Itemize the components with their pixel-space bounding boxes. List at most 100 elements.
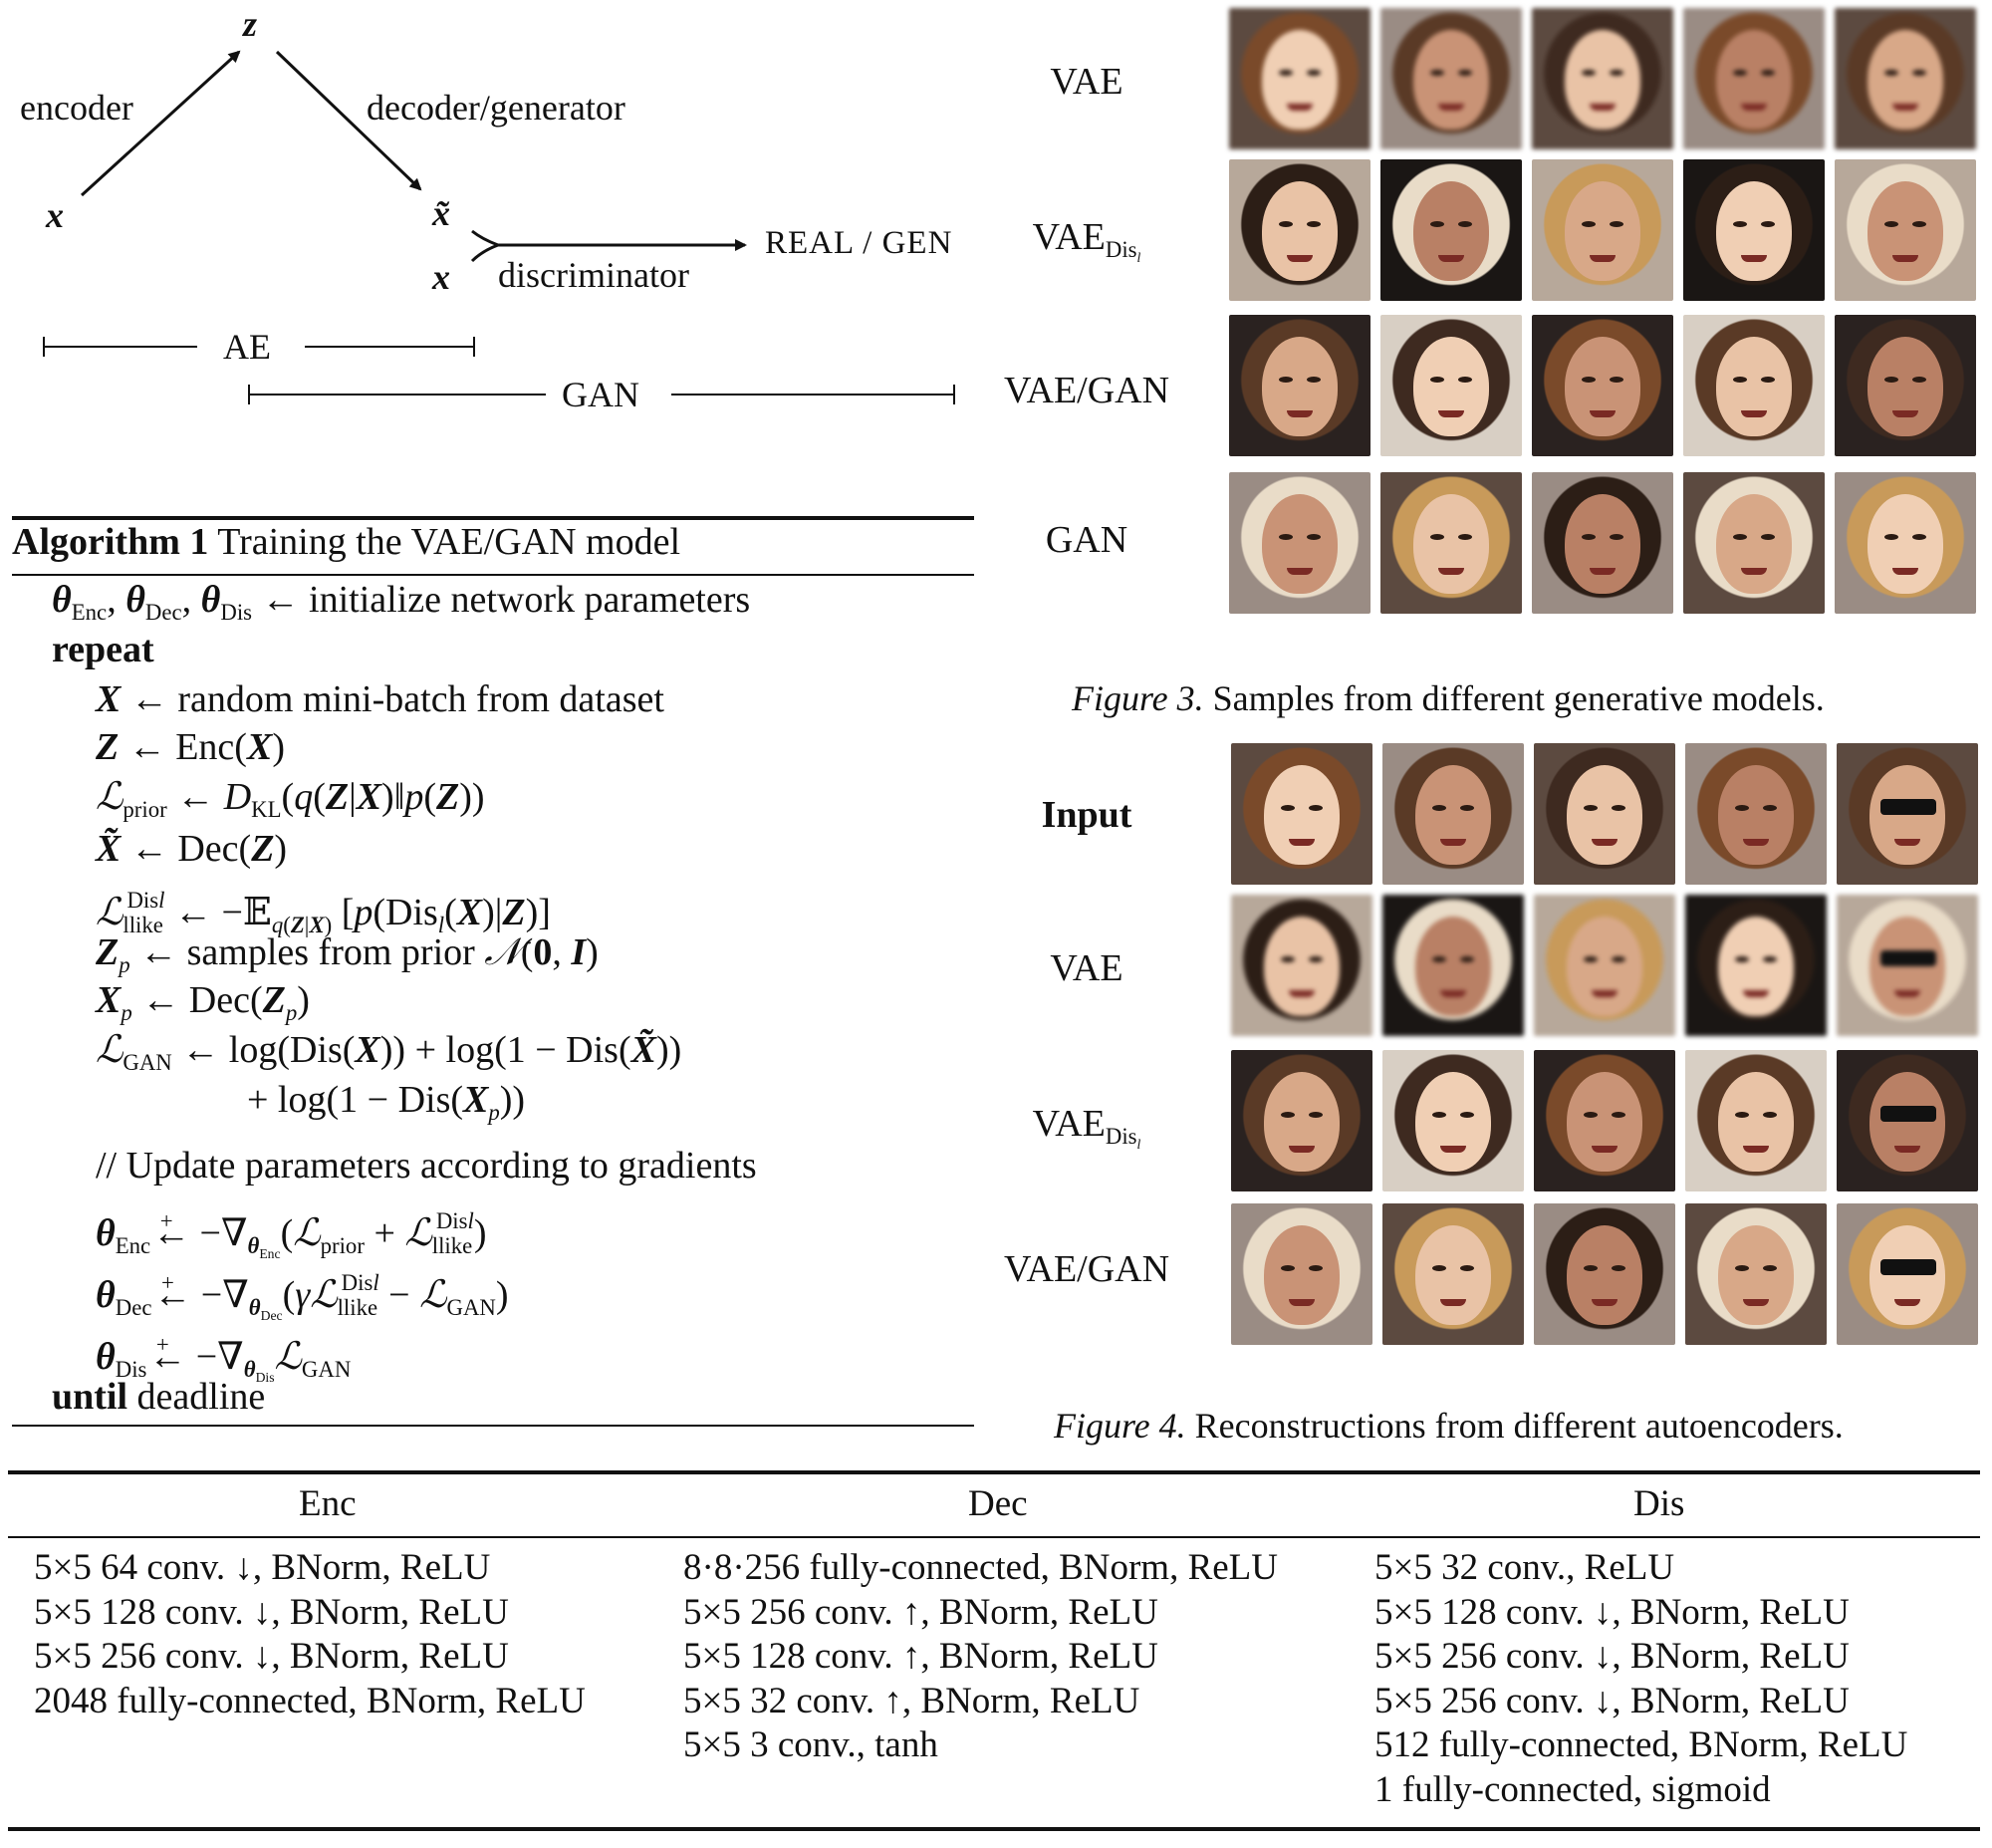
fig4-row-label-input: Input	[1041, 794, 1132, 836]
algo-line-until: until deadline	[52, 1375, 265, 1419]
fig4-face-image	[1382, 1050, 1524, 1191]
encoder-arrow	[80, 50, 241, 197]
algo-until-keyword: until	[52, 1376, 128, 1418]
fig3-face-image	[1229, 8, 1370, 149]
fig3-face-image	[1683, 315, 1825, 456]
fig3-caption: Figure 3. Samples from different generat…	[1072, 678, 1825, 718]
fig3-face-image	[1683, 472, 1825, 614]
fig4-face-image	[1534, 1050, 1675, 1191]
fig3-face-image	[1380, 472, 1522, 614]
fig4-face-image	[1685, 743, 1827, 885]
fig3-row-label-vae: VAE	[1050, 61, 1123, 103]
table-cell-dec: 5×5 256 conv. ↑, BNorm, ReLU	[683, 1591, 1158, 1633]
fig4-face-image	[1382, 1203, 1524, 1345]
fig3-face-image	[1683, 8, 1825, 149]
fig4-face-image	[1685, 1203, 1827, 1345]
real-x-label: x	[432, 257, 450, 297]
algo-line-gan-loss: ℒGAN ← log(Dis(X)) + log(1 − Dis(X̃))	[96, 1029, 682, 1075]
fig4-face-image	[1382, 743, 1524, 885]
fig3-face-image	[1532, 472, 1673, 614]
encoder-label: encoder	[20, 88, 133, 128]
fig4-face-image	[1231, 1050, 1372, 1191]
table-cell-dis: 5×5 256 conv. ↓, BNorm, ReLU	[1374, 1680, 1850, 1721]
fig3-face-image	[1835, 159, 1976, 301]
algo-samples-text: samples from prior	[186, 931, 475, 973]
algo-line-init: θEnc, θDec, θDis ← initialize network pa…	[52, 579, 751, 625]
table-cell-dis: 1 fully-connected, sigmoid	[1374, 1768, 1771, 1810]
fig3-row-label-vae-gan: VAE/GAN	[1003, 370, 1170, 411]
algo-line-decode-prior: Xp ← Dec(Zp)	[96, 979, 310, 1025]
fig4-caption: Figure 4. Reconstructions from different…	[1054, 1406, 1844, 1446]
diagram-arrows	[43, 50, 955, 404]
fig3-row-label-gan: GAN	[1045, 519, 1128, 561]
table-cell-dec: 8·8·256 fully-connected, BNorm, ReLU	[683, 1547, 1278, 1588]
gan-label: GAN	[562, 375, 639, 414]
fig4-face-image	[1231, 1203, 1372, 1345]
algo-line-update-enc: θEnc +← −∇θEnc(ℒprior + ℒllikeDisl)	[96, 1208, 487, 1261]
table-top-rule	[8, 1470, 1980, 1474]
fig4-face-image	[1685, 1050, 1827, 1191]
algo-minibatch-text: random mini-batch from dataset	[177, 678, 664, 720]
fig3-face-image	[1380, 8, 1522, 149]
fig3-face-image	[1380, 159, 1522, 301]
algo-line-llike-loss: ℒllikeDisl ← −𝔼q(Z|X) [p(Disl(X)|Z)]	[96, 888, 551, 938]
table-column-dec: 8·8·256 fully-connected, BNorm, ReLU 5×5 …	[683, 1546, 1278, 1768]
table-column-enc: 5×5 64 conv. ↓, BNorm, ReLU 5×5 128 conv.…	[34, 1546, 586, 1723]
table-header-rule	[8, 1536, 1980, 1538]
fig4-row-label-vae-disl: VAEDisl	[1032, 1103, 1141, 1152]
discriminator-label: discriminator	[498, 255, 689, 295]
table-cell-dis: 512 fully-connected, BNorm, ReLU	[1374, 1724, 1908, 1765]
fig4-face-image	[1231, 743, 1372, 885]
algo-line-update-dis: θDis +← −∇θDisℒGAN	[96, 1332, 352, 1385]
algorithm-title-rule	[12, 574, 974, 576]
latent-z-label: z	[243, 4, 258, 44]
algo-line-gan-loss-cont: + log(1 − Dis(Xp))	[247, 1079, 526, 1125]
fig4-face-image	[1534, 895, 1675, 1036]
table-column-dis: 5×5 32 conv., ReLU 5×5 128 conv. ↓, BNorm…	[1374, 1546, 1907, 1812]
fig3-face-image	[1835, 315, 1976, 456]
table-cell-dis: 5×5 128 conv. ↓, BNorm, ReLU	[1374, 1591, 1850, 1633]
algorithm-title: Algorithm 1 Training the VAE/GAN model	[12, 520, 680, 564]
fig3-face-image	[1835, 8, 1976, 149]
fig3-face-image	[1532, 315, 1673, 456]
algo-line-encode: Z ← Enc(X)	[96, 726, 285, 768]
fig3-face-image	[1229, 472, 1370, 614]
fig4-face-image	[1837, 1203, 1978, 1345]
fig4-row-label-vae: VAE	[1050, 947, 1123, 989]
fig3-face-image	[1380, 315, 1522, 456]
fig4-face-image	[1231, 895, 1372, 1036]
table-cell-dis: 5×5 256 conv. ↓, BNorm, ReLU	[1374, 1636, 1850, 1677]
algo-line-prior-samples: Zp ← samples from prior 𝒩(0, I)	[96, 931, 599, 977]
algo-repeat-keyword: repeat	[52, 629, 154, 670]
real-gen-output-label: REAL / GEN	[765, 225, 953, 261]
decoder-arrow	[275, 50, 422, 191]
fig4-face-image	[1685, 895, 1827, 1036]
table-cell-dec: 5×5 32 conv. ↑, BNorm, ReLU	[683, 1680, 1140, 1721]
algorithm-name: Training the VAE/GAN model	[217, 521, 681, 563]
fig3-face-image	[1532, 159, 1673, 301]
x-tilde-label: x̃	[432, 193, 450, 233]
algo-deadline-text: deadline	[136, 1376, 266, 1418]
fig3-face-image	[1835, 472, 1976, 614]
table-header-dis: Dis	[1633, 1483, 1685, 1524]
table-cell-enc: 5×5 128 conv. ↓, BNorm, ReLU	[34, 1591, 509, 1633]
fig4-face-image	[1837, 895, 1978, 1036]
fig4-face-image	[1534, 1203, 1675, 1345]
fig4-face-image	[1534, 743, 1675, 885]
algo-line-update-dec: θDec +← −∇θDec(γℒllikeDisl − ℒGAN)	[96, 1270, 509, 1323]
table-cell-dis: 5×5 32 conv., ReLU	[1374, 1547, 1675, 1588]
table-cell-enc: 5×5 64 conv. ↓, BNorm, ReLU	[34, 1547, 491, 1588]
input-x-label: x	[46, 195, 64, 235]
fig4-row-label-vae-gan: VAE/GAN	[1003, 1248, 1170, 1290]
table-header-enc: Enc	[299, 1483, 357, 1524]
table-cell-enc: 5×5 256 conv. ↓, BNorm, ReLU	[34, 1636, 509, 1677]
algo-init-text: initialize network parameters	[309, 579, 751, 621]
table-cell-enc: 2048 fully-connected, BNorm, ReLU	[34, 1680, 586, 1721]
fig3-row-label-vae-disl: VAEDisl	[1032, 216, 1141, 265]
algo-comment: // Update parameters according to gradie…	[96, 1145, 757, 1187]
algo-line-decode: X̃ ← Dec(Z)	[96, 828, 288, 870]
table-cell-dec: 5×5 128 conv. ↑, BNorm, ReLU	[683, 1636, 1158, 1677]
table-header-dec: Dec	[968, 1483, 1028, 1524]
algo-line-minibatch: X ← random mini-batch from dataset	[96, 678, 664, 720]
fig3-face-image	[1229, 159, 1370, 301]
